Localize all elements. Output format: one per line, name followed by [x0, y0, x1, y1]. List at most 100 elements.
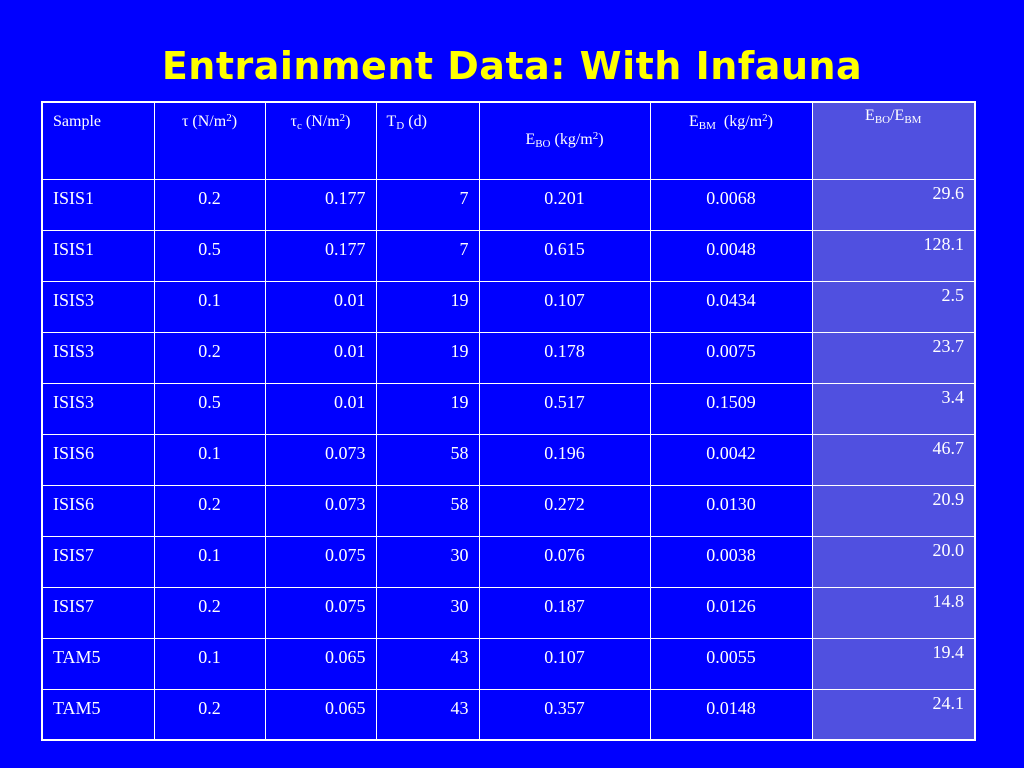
header-sample: Sample — [41, 101, 155, 180]
tauc-unit: (N/m — [305, 113, 340, 130]
cell-tau-c: 0.075 — [264, 586, 377, 639]
header-e-bm: EBM (kg/m2) — [649, 101, 813, 180]
cell-tau-c: 0.065 — [264, 688, 377, 741]
ratio-slash: /E — [890, 107, 905, 124]
header-tau: τ (N/m2) — [153, 101, 266, 180]
tau-symbol: τ — [181, 113, 189, 130]
cell-tau-c: 0.073 — [264, 484, 377, 537]
ebm-unit: (kg/m — [723, 113, 763, 130]
table-row: ISIS1 0.2 0.177 7 0.201 0.0068 29.6 — [41, 178, 976, 231]
tauc-unit-exp: 2 — [339, 112, 346, 124]
cell-sample: ISIS1 — [41, 178, 155, 231]
header-tau-c: τc (N/m2) — [264, 101, 377, 180]
cell-sample: TAM5 — [41, 688, 155, 741]
cell-ratio: 128.1 — [811, 229, 976, 282]
cell-e-bo: 0.615 — [478, 229, 651, 282]
cell-e-bo: 0.107 — [478, 280, 651, 333]
cell-e-bo: 0.357 — [478, 688, 651, 741]
cell-tau: 0.1 — [153, 637, 266, 690]
cell-e-bm: 0.0148 — [649, 688, 813, 741]
cell-td: 19 — [375, 280, 480, 333]
header-ratio: EBO/EBM — [811, 101, 976, 180]
cell-ratio: 20.9 — [811, 484, 976, 537]
table-row: ISIS3 0.1 0.01 19 0.107 0.0434 2.5 — [41, 280, 976, 333]
cell-td: 19 — [375, 382, 480, 435]
table-row: ISIS3 0.2 0.01 19 0.178 0.0075 23.7 — [41, 331, 976, 384]
entrainment-data-table: Sample τ (N/m2) τc (N/m2) TD (d) EBO (kg… — [41, 101, 976, 741]
cell-ratio: 2.5 — [811, 280, 976, 333]
ebo-unit-close: ) — [598, 131, 604, 148]
tau-unit-exp: 2 — [226, 112, 232, 124]
table-row: ISIS6 0.1 0.073 58 0.196 0.0042 46.7 — [41, 433, 976, 486]
cell-e-bm: 0.0042 — [649, 433, 813, 486]
ebm-unit-exp: 2 — [762, 112, 768, 124]
cell-tau-c: 0.01 — [264, 331, 377, 384]
ebo-sub: BO — [535, 138, 551, 150]
cell-tau: 0.2 — [153, 688, 266, 741]
tauc-symbol: τ — [290, 113, 297, 130]
cell-tau: 0.2 — [153, 586, 266, 639]
cell-ratio: 24.1 — [811, 688, 976, 741]
td-sub: D — [396, 120, 405, 132]
tauc-unit-close: ) — [345, 113, 351, 130]
ebm-sub: BM — [698, 120, 716, 132]
cell-tau-c: 0.177 — [264, 229, 377, 282]
cell-tau: 0.2 — [153, 331, 266, 384]
cell-sample: ISIS3 — [41, 280, 155, 333]
cell-ratio: 3.4 — [811, 382, 976, 435]
table-row: ISIS7 0.1 0.075 30 0.076 0.0038 20.0 — [41, 535, 976, 588]
cell-tau-c: 0.073 — [264, 433, 377, 486]
ebo-symbol: E — [525, 131, 536, 148]
cell-sample: ISIS3 — [41, 331, 155, 384]
cell-tau: 0.2 — [153, 178, 266, 231]
cell-e-bo: 0.196 — [478, 433, 651, 486]
cell-td: 30 — [375, 535, 480, 588]
cell-e-bo: 0.076 — [478, 535, 651, 588]
cell-td: 58 — [375, 484, 480, 537]
cell-tau-c: 0.177 — [264, 178, 377, 231]
cell-sample: ISIS3 — [41, 382, 155, 435]
table-row: ISIS6 0.2 0.073 58 0.272 0.0130 20.9 — [41, 484, 976, 537]
cell-e-bo: 0.517 — [478, 382, 651, 435]
header-row: Sample τ (N/m2) τc (N/m2) TD (d) EBO (kg… — [41, 101, 976, 180]
tau-unit-close: ) — [231, 113, 238, 130]
cell-td: 30 — [375, 586, 480, 639]
cell-tau: 0.1 — [153, 433, 266, 486]
cell-e-bm: 0.0126 — [649, 586, 813, 639]
cell-e-bm: 0.0434 — [649, 280, 813, 333]
cell-e-bm: 0.0075 — [649, 331, 813, 384]
cell-td: 43 — [375, 688, 480, 741]
cell-e-bo: 0.178 — [478, 331, 651, 384]
header-td: TD (d) — [375, 101, 480, 180]
cell-tau-c: 0.075 — [264, 535, 377, 588]
cell-e-bo: 0.107 — [478, 637, 651, 690]
cell-tau: 0.1 — [153, 280, 266, 333]
cell-sample: ISIS7 — [41, 535, 155, 588]
table-row: ISIS1 0.5 0.177 7 0.615 0.0048 128.1 — [41, 229, 976, 282]
td-unit: (d) — [408, 113, 427, 130]
tau-unit: (N/m — [192, 113, 227, 130]
table-row: TAM5 0.1 0.065 43 0.107 0.0055 19.4 — [41, 637, 976, 690]
cell-ratio: 19.4 — [811, 637, 976, 690]
cell-tau: 0.2 — [153, 484, 266, 537]
cell-sample: ISIS6 — [41, 484, 155, 537]
cell-e-bm: 0.0068 — [649, 178, 813, 231]
cell-ratio: 14.8 — [811, 586, 976, 639]
ratio-num-sub: BO — [874, 114, 891, 126]
cell-td: 58 — [375, 433, 480, 486]
cell-tau: 0.5 — [153, 229, 266, 282]
cell-td: 19 — [375, 331, 480, 384]
cell-e-bm: 0.1509 — [649, 382, 813, 435]
cell-ratio: 23.7 — [811, 331, 976, 384]
cell-ratio: 20.0 — [811, 535, 976, 588]
cell-e-bo: 0.187 — [478, 586, 651, 639]
table-row: TAM5 0.2 0.065 43 0.357 0.0148 24.1 — [41, 688, 976, 741]
cell-e-bm: 0.0048 — [649, 229, 813, 282]
header-e-bo: EBO (kg/m2) — [478, 101, 651, 180]
cell-tau-c: 0.065 — [264, 637, 377, 690]
td-symbol: T — [386, 113, 397, 130]
cell-e-bm: 0.0055 — [649, 637, 813, 690]
cell-sample: ISIS1 — [41, 229, 155, 282]
cell-e-bm: 0.0038 — [649, 535, 813, 588]
cell-td: 7 — [375, 229, 480, 282]
